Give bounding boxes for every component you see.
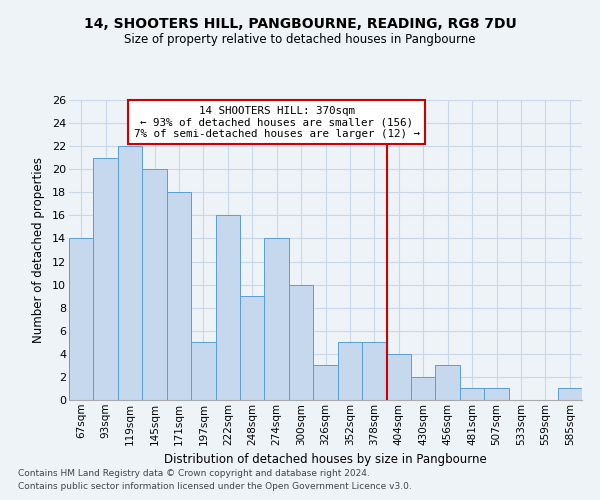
Bar (411, 377, 436, 400)
Text: 14, SHOOTERS HILL, PANGBOURNE, READING, RG8 7DU: 14, SHOOTERS HILL, PANGBOURNE, READING, … (83, 18, 517, 32)
Bar (484, 388, 509, 400)
X-axis label: Distribution of detached houses by size in Pangbourne: Distribution of detached houses by size … (164, 453, 487, 466)
Text: 14 SHOOTERS HILL: 370sqm
← 93% of detached houses are smaller (156)
7% of semi-d: 14 SHOOTERS HILL: 370sqm ← 93% of detach… (134, 106, 419, 139)
Bar (191, 342, 215, 400)
Text: Contains HM Land Registry data © Crown copyright and database right 2024.: Contains HM Land Registry data © Crown c… (18, 468, 370, 477)
Text: Contains public sector information licensed under the Open Government Licence v3: Contains public sector information licen… (18, 482, 412, 491)
Bar (289, 284, 313, 400)
Bar (142, 169, 167, 400)
Bar (338, 342, 362, 400)
Bar (215, 216, 240, 400)
Bar (167, 192, 191, 400)
Bar (94, 158, 118, 400)
Bar (118, 146, 142, 400)
Y-axis label: Number of detached properties: Number of detached properties (32, 157, 45, 343)
Text: Size of property relative to detached houses in Pangbourne: Size of property relative to detached ho… (124, 32, 476, 46)
Bar (313, 366, 338, 400)
Bar (436, 366, 460, 400)
Bar (265, 238, 289, 400)
Bar (386, 354, 411, 400)
Bar (460, 388, 484, 400)
Bar (557, 388, 582, 400)
Bar (240, 296, 265, 400)
Bar (69, 238, 94, 400)
Bar (362, 342, 386, 400)
